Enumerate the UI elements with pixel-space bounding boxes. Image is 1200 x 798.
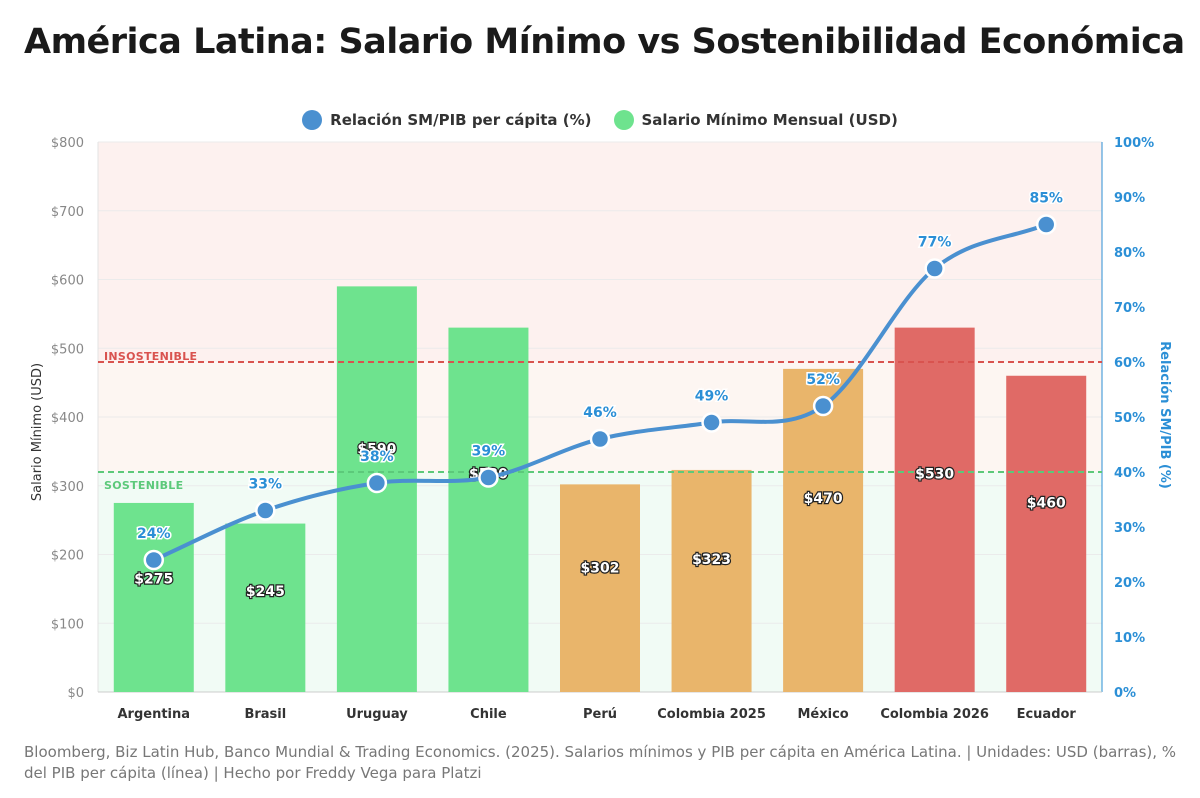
x-tick-label: Ecuador [1017,707,1077,722]
y2-axis-title: Relación SM/PIB (%) [1157,341,1172,489]
y2-tick-label: 10% [1114,631,1145,646]
bar-value-label: $323 [692,552,731,568]
unsustainable-zone [98,142,1102,362]
bar-value-label: $460 [1027,495,1066,511]
ratio-line [151,222,1049,562]
ratio-point [143,549,165,571]
bar [448,327,529,692]
x-tick-label: Argentina [117,707,190,722]
ratio-point [255,500,276,521]
y2-tick-label: 100% [1114,136,1154,151]
y-tick-label: $300 [51,480,84,495]
y2-tick-label: 70% [1114,301,1145,316]
y2-tick-label: 40% [1114,466,1145,481]
x-tick-label: Perú [583,707,617,722]
bar-value-label: $275 [134,572,173,588]
chart-title: América Latina: Salario Mínimo vs Sosten… [24,22,1185,62]
x-tick-label: México [797,707,848,722]
bar-value-label: $245 [246,584,285,600]
ratio-label: 49% [695,389,729,405]
y-axis-title: Salario Mínimo (USD) [30,363,45,501]
legend-marker-ratio [302,110,323,130]
bar [113,502,194,692]
y-tick-label: $700 [51,205,84,220]
y2-tick-label: 0% [1114,686,1136,701]
y-tick-label: $200 [51,549,84,564]
bar [783,368,864,692]
y2-tick-label: 90% [1114,191,1145,206]
y2-tick-label: 20% [1114,576,1145,591]
ratio-point [812,395,834,417]
y-tick-label: $600 [51,274,84,289]
unsustainable-threshold-label: INSOSTENIBLE [104,350,197,363]
bar-value-label: $590 [357,442,396,458]
ratio-label: 52% [806,372,840,388]
ratio-point [589,428,611,450]
bar-value-label: $530 [915,466,954,482]
bar [560,484,640,692]
x-tick-label: Colombia 2025 [657,707,766,722]
ratio-point [701,412,722,433]
legend-marker-salary [613,110,634,130]
legend-label-salary: Salario Mínimo Mensual (USD) [641,111,898,129]
ratio-label: 24% [137,526,171,542]
source-footer: Bloomberg, Biz Latin Hub, Banco Mundial … [24,743,1177,782]
y2-tick-label: 60% [1114,356,1145,371]
sustainable-threshold-label: SOSTENIBLE [104,479,183,492]
x-tick-label: Colombia 2026 [880,707,989,722]
y-tick-label: $400 [51,411,84,426]
y2-tick-label: 50% [1114,411,1145,426]
y2-tick-label: 30% [1114,521,1145,536]
bar-value-label: $302 [581,560,620,576]
y-tick-label: $0 [67,686,84,701]
ratio-point [478,467,499,488]
ratio-label: 38% [360,449,394,465]
ratio-point [366,472,388,494]
ratio-label: 33% [249,477,283,493]
ratio-point [1035,214,1057,235]
legend-label-ratio: Relación SM/PIB per cápita (%) [330,111,592,129]
ratio-label: 85% [1029,191,1063,207]
ratio-label: 39% [472,444,506,460]
ratio-point [924,258,945,279]
x-tick-label: Brasil [244,707,286,722]
x-tick-label: Chile [470,707,507,722]
bar [225,523,306,692]
y-tick-label: $500 [51,342,84,357]
x-tick-label: Uruguay [346,707,408,722]
bar [894,327,975,692]
bar-value-label: $470 [804,491,843,507]
legend-item-ratio[interactable]: Relación SM/PIB per cápita (%) [302,110,592,130]
bar [671,469,752,692]
legend: Relación SM/PIB per cápita (%) Salario M… [0,110,1200,130]
y-tick-label: $100 [51,617,84,632]
legend-item-salary[interactable]: Salario Mínimo Mensual (USD) [613,110,898,130]
y2-tick-label: 80% [1114,246,1145,261]
bar [1006,375,1087,692]
ratio-label: 46% [583,405,617,421]
y-tick-label: $800 [51,136,84,151]
ratio-label: 77% [918,235,952,251]
